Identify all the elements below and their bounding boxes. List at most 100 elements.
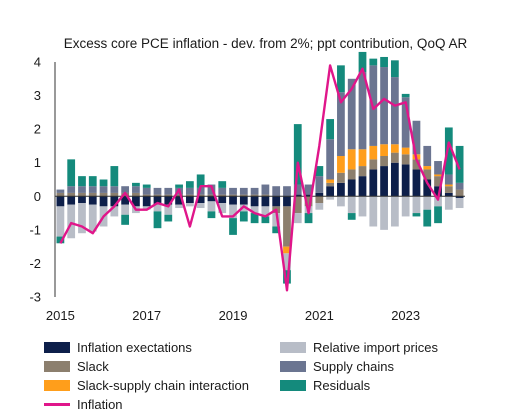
- legend: Inflation exectations Relative import pr…: [44, 339, 514, 413]
- bar-residuals: [455, 145, 464, 183]
- bar-supply-chains: [390, 77, 399, 145]
- bar-slack: [88, 192, 97, 197]
- legend-swatch: [280, 380, 306, 391]
- bar-inflation-exectations: [337, 182, 345, 197]
- bar-slack: [380, 156, 388, 167]
- bar-relative-import-prices: [272, 213, 281, 227]
- x-tick-label: 2023: [391, 308, 420, 323]
- bar-supply-chains: [283, 186, 291, 197]
- bar-slack: [250, 194, 259, 197]
- x-tick-label: 2019: [219, 308, 248, 323]
- bar-relative-import-prices: [423, 196, 432, 210]
- bar-residuals: [412, 213, 421, 217]
- legend-swatch: [44, 361, 70, 372]
- bar-inflation-exectations: [153, 196, 162, 205]
- bar-inflation-exectations: [78, 196, 86, 203]
- legend-swatch: [280, 361, 306, 372]
- bar-relative-import-prices: [455, 197, 464, 209]
- bar-slack-supply-chain-interaction: [434, 174, 442, 177]
- y-tick-label: -3: [29, 290, 41, 305]
- bar-slack-supply-chain-interaction: [347, 149, 356, 170]
- bar-residuals: [196, 174, 205, 188]
- bar-inflation-exectations: [239, 196, 248, 205]
- bar-inflation-exectations: [185, 196, 194, 203]
- bar-inflation-exectations: [272, 196, 281, 207]
- bar-residuals: [175, 184, 183, 188]
- bar-relative-import-prices: [293, 213, 302, 224]
- bar-relative-import-prices: [142, 206, 151, 210]
- bar-slack: [423, 169, 432, 180]
- bar-residuals: [434, 206, 442, 224]
- bar-relative-import-prices: [185, 203, 194, 207]
- bar-inflation-exectations: [315, 192, 324, 197]
- bar-residuals: [315, 166, 324, 177]
- bar-slack-supply-chain-interaction: [369, 145, 378, 160]
- bar-residuals: [88, 176, 97, 187]
- legend-swatch: [44, 380, 70, 391]
- bar-relative-import-prices: [369, 196, 378, 227]
- bar-inflation-exectations: [56, 196, 65, 207]
- bar-relative-import-prices: [164, 204, 173, 215]
- bar-relative-import-prices: [326, 196, 335, 200]
- bar-slack-supply-chain-interaction: [401, 147, 410, 155]
- bar-inflation-exectations: [88, 196, 97, 205]
- bar-supply-chains: [56, 189, 65, 193]
- bar-inflation-exectations: [380, 166, 388, 197]
- bar-slack-supply-chain-interaction: [283, 246, 291, 254]
- legend-label: Slack-supply chain interaction: [77, 378, 249, 393]
- bar-inflation-exectations: [218, 196, 227, 203]
- inflation-line-group: [59, 64, 461, 292]
- bar-slack: [444, 186, 453, 193]
- bar-slack: [218, 194, 227, 197]
- legend-item-residuals: Residuals: [280, 377, 500, 394]
- bar-inflation-exectations: [175, 196, 183, 205]
- bar-slack-supply-chain-interaction: [337, 156, 345, 173]
- bar-relative-import-prices: [401, 196, 410, 217]
- bar-relative-import-prices: [380, 196, 388, 230]
- bar-residuals: [358, 51, 367, 73]
- y-tick-label: 0: [34, 189, 41, 204]
- bar-relative-import-prices: [444, 196, 453, 210]
- y-tick-label: 2: [34, 122, 41, 137]
- bar-residuals: [261, 216, 270, 224]
- bar-slack: [261, 194, 270, 197]
- bar-inflation-exectations: [423, 179, 432, 197]
- bar-inflation-exectations: [304, 194, 313, 197]
- bar-supply-chains: [121, 186, 130, 193]
- bar-residuals: [121, 214, 130, 225]
- bar-relative-import-prices: [218, 203, 227, 214]
- bar-relative-import-prices: [153, 204, 162, 212]
- bar-slack: [369, 159, 378, 170]
- bar-residuals: [293, 124, 302, 185]
- y-tick-label: -1: [29, 222, 41, 237]
- x-tick-label: 2021: [305, 308, 334, 323]
- bar-supply-chains: [88, 186, 97, 193]
- bar-slack-supply-chain-interaction: [380, 144, 388, 156]
- legend-swatch: [44, 403, 70, 406]
- bar-supply-chains: [132, 186, 140, 193]
- bar-inflation-exectations: [132, 196, 140, 207]
- bar-slack: [239, 194, 248, 197]
- bar-relative-import-prices: [337, 196, 345, 207]
- bar-slack: [78, 192, 86, 197]
- legend-label: Slack: [77, 359, 109, 374]
- bar-slack: [304, 196, 313, 207]
- bar-supply-chains: [196, 187, 205, 195]
- bar-slack: [164, 194, 173, 197]
- legend-item-inflation: Inflation: [44, 396, 280, 413]
- bar-inflation-exectations: [283, 196, 291, 207]
- bar-inflation-exectations: [250, 196, 259, 207]
- bar-residuals: [153, 211, 162, 229]
- y-tick-label: 3: [34, 88, 41, 103]
- legend-label: Inflation exectations: [77, 340, 192, 355]
- bar-relative-import-prices: [175, 204, 183, 209]
- bar-relative-import-prices: [315, 203, 324, 210]
- bar-residuals: [56, 236, 65, 244]
- bar-residuals: [401, 93, 410, 98]
- bar-relative-import-prices: [78, 203, 86, 234]
- bar-residuals: [423, 209, 432, 227]
- bar-slack: [67, 192, 76, 197]
- bar-supply-chains: [164, 187, 173, 195]
- bar-inflation-exectations: [358, 176, 367, 197]
- bar-residuals: [67, 159, 76, 187]
